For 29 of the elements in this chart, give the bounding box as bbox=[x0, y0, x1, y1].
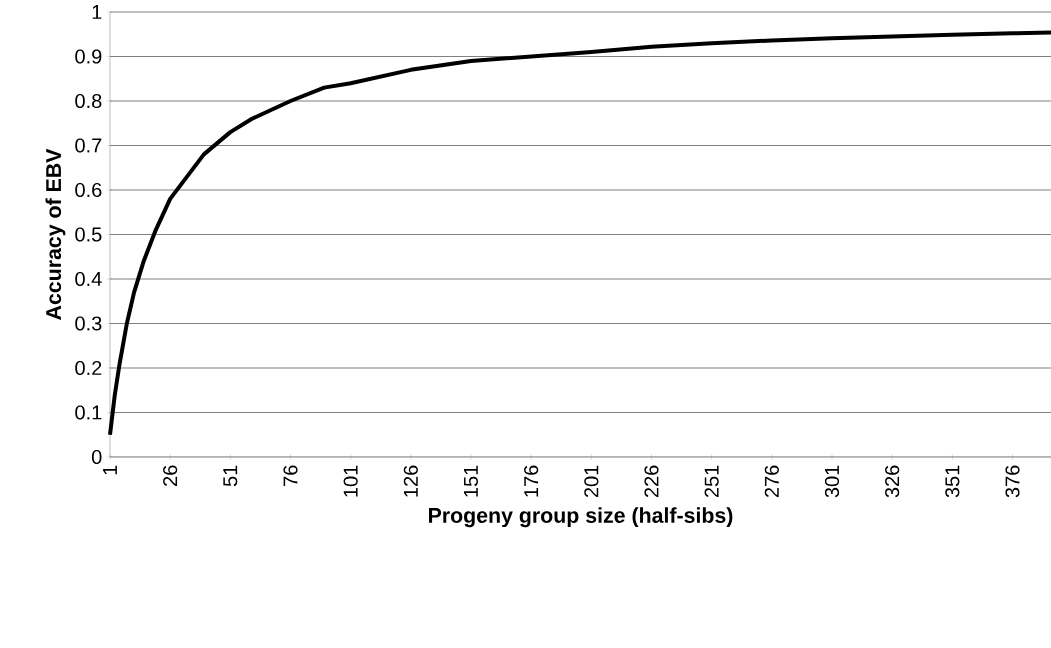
y-tick-label: 0.1 bbox=[75, 405, 102, 420]
y-tick-label: 1 bbox=[92, 5, 102, 19]
y-tick-label: 0.6 bbox=[75, 182, 102, 198]
x-tick-label: 51 bbox=[223, 465, 238, 487]
y-tick-label: 0.8 bbox=[75, 93, 102, 109]
x-tick-label: 351 bbox=[945, 465, 960, 498]
x-tick-label: 1 bbox=[103, 465, 117, 475]
x-tick-label: 376 bbox=[1005, 465, 1020, 498]
x-tick-label: 26 bbox=[163, 465, 178, 486]
y-tick-label: 0.7 bbox=[75, 138, 102, 153]
y-axis-title: Accuracy of EBV bbox=[45, 148, 66, 320]
x-tick-label: 101 bbox=[343, 465, 358, 497]
y-tick-label: 0.4 bbox=[75, 271, 102, 287]
y-tick-label: 0.9 bbox=[75, 49, 102, 64]
x-tick-label: 226 bbox=[644, 465, 659, 498]
x-tick-label: 151 bbox=[464, 465, 478, 497]
y-tick-label: 0.2 bbox=[75, 360, 102, 376]
x-tick-label: 76 bbox=[283, 465, 298, 486]
x-tick-label: 201 bbox=[584, 465, 599, 498]
x-tick-label: 326 bbox=[885, 465, 900, 498]
y-tick-label: 0 bbox=[91, 449, 102, 465]
x-tick-label: 126 bbox=[403, 465, 418, 497]
x-tick-label: 251 bbox=[704, 465, 719, 498]
y-tick-label: 0.3 bbox=[75, 316, 102, 331]
x-tick-label: 276 bbox=[764, 465, 779, 498]
x-axis-title: Progeny group size (half-sibs) bbox=[429, 507, 733, 528]
x-tick-label: 301 bbox=[824, 465, 840, 498]
x-tick-label: 176 bbox=[524, 465, 539, 497]
y-tick-label: 0.5 bbox=[75, 227, 102, 242]
